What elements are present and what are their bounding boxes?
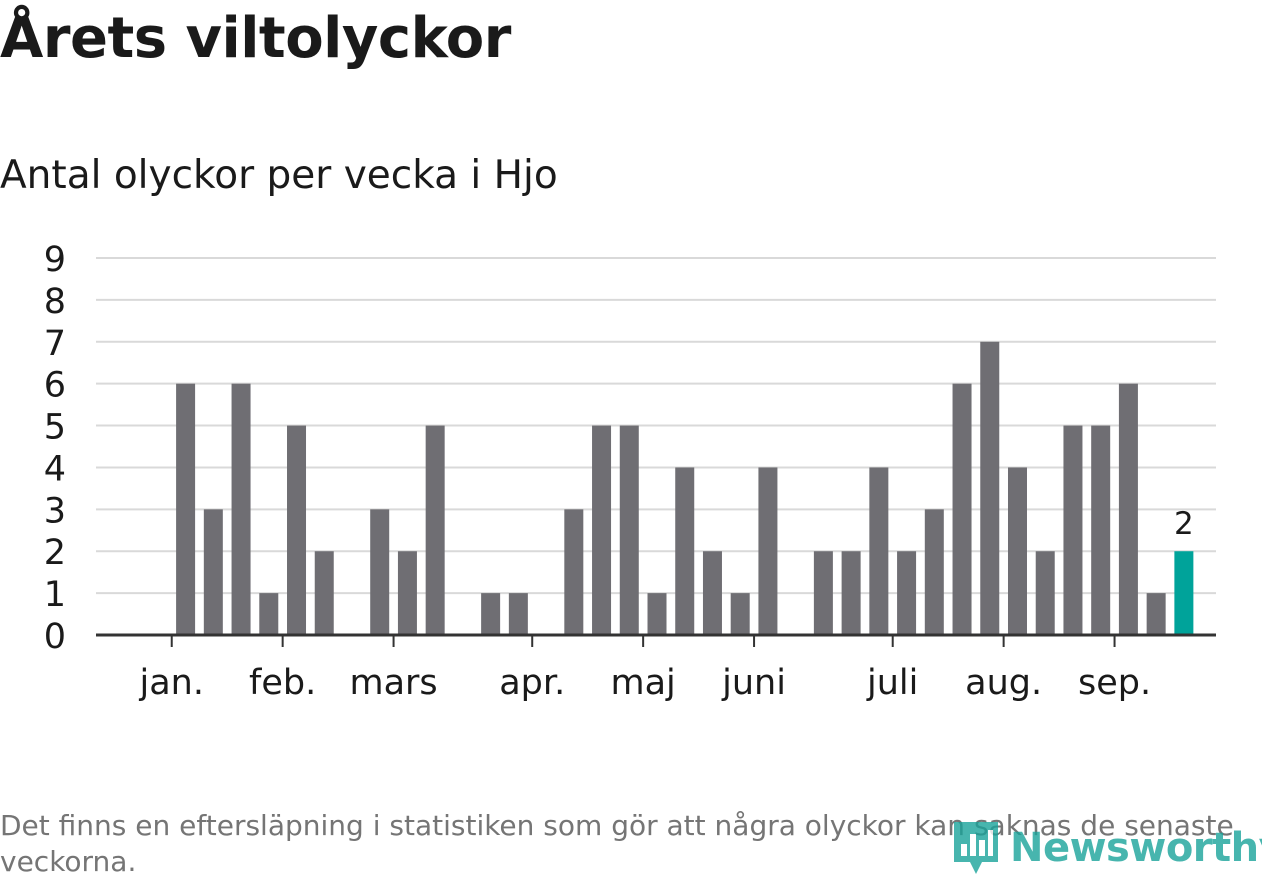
bar [952,383,972,635]
grid-lines [96,257,1216,595]
y-tick-label: 8 [44,282,66,322]
chart-title: Årets viltolyckor [0,6,511,71]
bar [508,593,528,635]
bar [702,551,722,635]
x-tick-label: feb. [249,663,316,703]
y-tick-label: 3 [44,491,66,531]
brand-name: Newsworthy [1010,825,1262,871]
bar [1007,467,1027,635]
x-tick-label: jan. [138,663,203,703]
y-tick-label: 2 [44,533,66,573]
bar [397,551,417,635]
y-tick-label: 9 [44,240,66,280]
x-tick-label: juni [721,663,786,703]
bar [1063,425,1083,635]
bar [176,383,196,635]
y-tick-label: 4 [44,449,66,489]
y-tick-label: 7 [44,324,66,364]
bar [1091,425,1111,635]
x-axis: jan. feb. mars apr. maj juni juli aug. sep. [96,633,1216,703]
chart-pin-icon [954,822,998,874]
bar [314,551,334,635]
bar [758,467,778,635]
bar [481,593,501,635]
bar [1146,593,1166,635]
bar [259,593,279,635]
bar [619,425,639,635]
bar [1035,551,1055,635]
bars [176,341,1194,635]
bar [1118,383,1138,635]
bar [592,425,612,635]
newsworthy-logo: Newsworthy [950,818,1262,878]
bar [647,593,667,635]
bar [675,467,695,635]
bar [897,551,917,635]
bar [841,551,861,635]
y-tick-label: 1 [44,575,66,615]
x-tick-label: mars [349,663,437,703]
x-tick-label: maj [610,663,675,703]
y-tick-label: 6 [44,366,66,406]
bar [564,509,584,635]
footnote: Det finns en eftersläpning i statistiken… [0,809,1234,878]
highlight-value-label: 2 [1174,506,1194,542]
data-labels: 2 [1174,506,1194,542]
bar-highlight [1174,551,1194,635]
x-tick-label: apr. [499,663,565,703]
bar [980,341,1000,635]
x-tick-label: sep. [1078,663,1151,703]
x-tick-label: aug. [965,663,1042,703]
bar [203,509,223,635]
bar [370,509,390,635]
bar [869,467,889,635]
y-tick-label: 5 [44,408,66,448]
bar [924,509,944,635]
bar [813,551,833,635]
bar [287,425,307,635]
chart-subtitle: Antal olyckor per vecka i Hjo [0,153,558,198]
y-tick-label: 0 [44,617,66,657]
bar [231,383,251,635]
bar [425,425,445,635]
bar [730,593,750,635]
x-tick-label: juli [866,663,918,703]
